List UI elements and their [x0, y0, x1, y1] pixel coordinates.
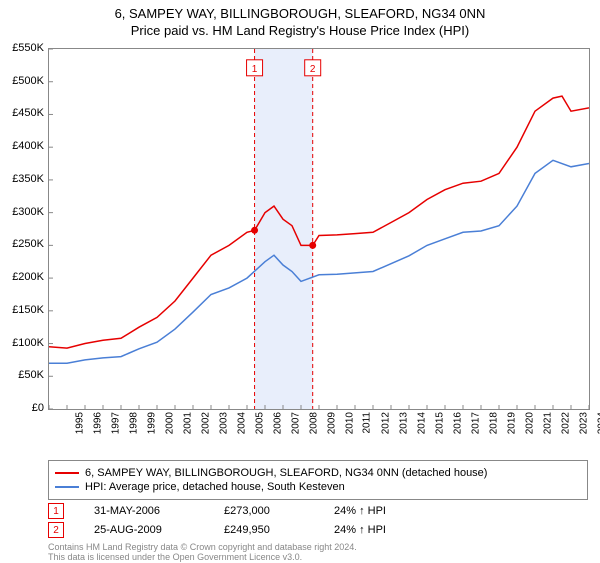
xtick-label: 1996 [92, 412, 103, 434]
ytick-label: £50K [18, 369, 44, 381]
xtick-label: 2015 [434, 412, 445, 434]
ytick-label: £150K [12, 304, 44, 316]
legend: 6, SAMPEY WAY, BILLINGBOROUGH, SLEAFORD,… [48, 460, 588, 500]
xtick-label: 2009 [326, 412, 337, 434]
xtick-label: 2007 [290, 412, 301, 434]
marker-row-2: 2 25-AUG-2009 £249,950 24% ↑ HPI [48, 522, 588, 538]
xtick-label: 1995 [74, 412, 85, 434]
xtick-label: 2014 [416, 412, 427, 434]
xtick-label: 1997 [110, 412, 121, 434]
ytick-label: £550K [12, 42, 44, 54]
legend-row-series-1: 6, SAMPEY WAY, BILLINGBOROUGH, SLEAFORD,… [55, 467, 581, 479]
xtick-label: 2006 [272, 412, 283, 434]
ytick-label: £100K [12, 337, 44, 349]
xtick-label: 2013 [398, 412, 409, 434]
ytick-label: £400K [12, 140, 44, 152]
xtick-label: 2024 [596, 412, 600, 434]
marker-price-1: £273,000 [224, 505, 304, 517]
xtick-label: 2021 [542, 412, 553, 434]
xtick-label: 2004 [236, 412, 247, 434]
ytick-label: £200K [12, 271, 44, 283]
ytick-label: £300K [12, 206, 44, 218]
markers-table: 1 31-MAY-2006 £273,000 24% ↑ HPI 2 25-AU… [48, 500, 588, 541]
marker-id-2: 2 [53, 525, 59, 536]
footer-line-1: Contains HM Land Registry data © Crown c… [48, 542, 588, 552]
chart-container: 6, SAMPEY WAY, BILLINGBOROUGH, SLEAFORD,… [0, 0, 600, 560]
xtick-label: 2016 [452, 412, 463, 434]
xtick-label: 1998 [128, 412, 139, 434]
legend-swatch-1 [55, 472, 79, 474]
xtick-label: 2002 [200, 412, 211, 434]
legend-swatch-2 [55, 486, 79, 488]
legend-label-1: 6, SAMPEY WAY, BILLINGBOROUGH, SLEAFORD,… [85, 467, 487, 479]
xtick-label: 1999 [146, 412, 157, 434]
xtick-label: 2020 [524, 412, 535, 434]
xtick-label: 2023 [578, 412, 589, 434]
chart-titles: 6, SAMPEY WAY, BILLINGBOROUGH, SLEAFORD,… [0, 0, 600, 38]
xtick-label: 2017 [470, 412, 481, 434]
xtick-label: 2018 [488, 412, 499, 434]
marker-price-2: £249,950 [224, 524, 304, 536]
marker-delta-1: 24% ↑ HPI [334, 505, 386, 517]
marker-date-1: 31-MAY-2006 [94, 505, 194, 517]
marker-box-1: 1 [48, 503, 64, 519]
plot-area: 12 [48, 48, 590, 410]
ytick-label: £250K [12, 238, 44, 250]
title-main: 6, SAMPEY WAY, BILLINGBOROUGH, SLEAFORD,… [0, 6, 600, 21]
marker-delta-2: 24% ↑ HPI [334, 524, 386, 536]
legend-label-2: HPI: Average price, detached house, Sout… [85, 481, 345, 493]
xtick-label: 2011 [362, 412, 373, 434]
svg-text:1: 1 [252, 64, 258, 75]
ytick-label: £350K [12, 173, 44, 185]
ytick-label: £500K [12, 75, 44, 87]
xtick-label: 2010 [344, 412, 355, 434]
marker-box-2: 2 [48, 522, 64, 538]
footer-line-2: This data is licensed under the Open Gov… [48, 552, 588, 562]
svg-text:2: 2 [310, 64, 316, 75]
xtick-label: 2005 [254, 412, 265, 434]
xtick-label: 2008 [308, 412, 319, 434]
ytick-label: £450K [12, 107, 44, 119]
xtick-label: 2022 [560, 412, 571, 434]
marker-row-1: 1 31-MAY-2006 £273,000 24% ↑ HPI [48, 503, 588, 519]
marker-date-2: 25-AUG-2009 [94, 524, 194, 536]
xtick-label: 2012 [380, 412, 391, 434]
xtick-label: 2019 [506, 412, 517, 434]
xtick-label: 2003 [218, 412, 229, 434]
xtick-label: 2001 [182, 412, 193, 434]
title-sub: Price paid vs. HM Land Registry's House … [0, 23, 600, 38]
plot-svg: 12 [49, 49, 589, 409]
legend-row-series-2: HPI: Average price, detached house, Sout… [55, 481, 581, 493]
marker-id-1: 1 [53, 506, 59, 517]
ytick-label: £0 [32, 402, 44, 414]
xtick-label: 2000 [164, 412, 175, 434]
